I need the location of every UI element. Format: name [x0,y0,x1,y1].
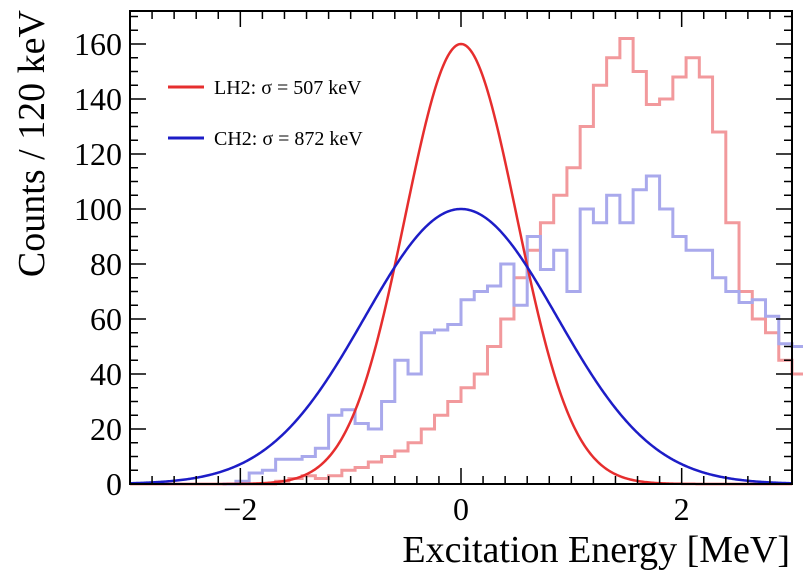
x-tick-label: 2 [674,491,690,527]
y-tick-label: 100 [74,191,122,227]
y-axis-label: Counts / 120 keV [11,9,53,277]
histogram-ch2 [222,174,803,486]
legend: LH2: σ = 507 keV CH2: σ = 872 keV [168,77,363,150]
y-tick-label: 80 [90,246,122,282]
fit-curve-lh2 [130,42,792,486]
y-tick-label: 160 [74,26,122,62]
plot-frame [129,10,793,485]
y-tick-label: 20 [90,411,122,447]
y-tick-label: 140 [74,81,122,117]
legend-label-lh2: LH2: σ = 507 keV [214,77,362,99]
fit-curve-ch2 [129,207,793,485]
y-tick-label: 40 [90,356,122,392]
x-tick-label: −2 [223,491,257,527]
legend-label-ch2: CH2: σ = 872 keV [214,128,363,150]
fit-curve-layer [129,42,793,486]
x-axis-label: Excitation Energy [MeV] [402,529,790,571]
histogram-layer [222,37,803,486]
y-tick-label: 60 [90,301,122,337]
histogram-lh2 [222,37,803,486]
y-tick-label: 0 [106,466,122,502]
x-tick-label: 0 [453,491,469,527]
y-tick-label: 120 [74,136,122,172]
